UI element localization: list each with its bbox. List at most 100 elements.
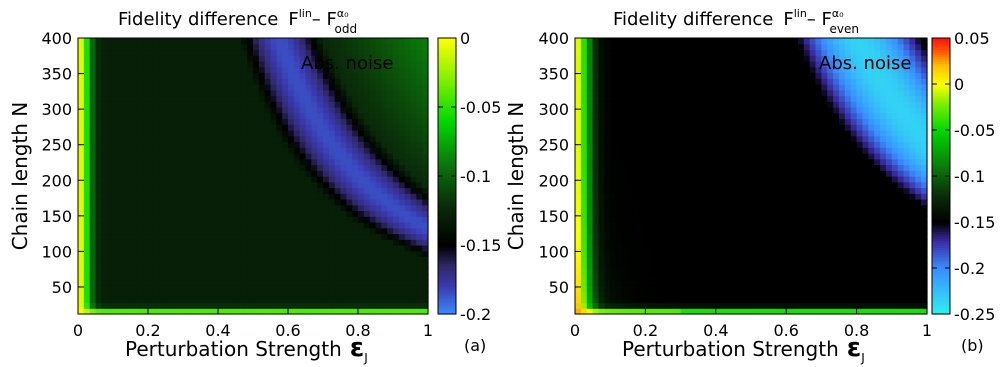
heatmap-cell <box>422 130 429 137</box>
heatmap-cell <box>621 43 629 51</box>
heatmap-cell <box>229 49 237 56</box>
heatmap-cell <box>253 245 260 252</box>
heatmap-cell <box>183 112 190 120</box>
heatmap-cell <box>130 302 137 309</box>
heatmap-cell <box>218 107 225 114</box>
heatmap-cell <box>218 199 225 206</box>
heatmap-cell <box>709 112 717 120</box>
heatmap-cell <box>387 199 394 206</box>
heatmap-cell <box>698 193 705 200</box>
heatmap-cell <box>352 210 359 217</box>
heatmap-cell <box>674 124 682 131</box>
heatmap-cell <box>171 291 178 298</box>
heatmap-cell <box>768 49 776 56</box>
colorbar-cell <box>438 111 456 115</box>
heatmap-cell <box>241 135 248 143</box>
heatmap-cell <box>258 216 266 223</box>
heatmap-cell <box>803 199 811 206</box>
heatmap-cell <box>639 308 646 315</box>
heatmap-cell <box>305 72 312 79</box>
heatmap-cell <box>171 285 178 292</box>
heatmap-cell <box>358 164 365 171</box>
heatmap-cell <box>680 55 688 62</box>
heatmap-cell <box>792 147 799 154</box>
heatmap-cell <box>398 193 406 200</box>
heatmap-cell <box>183 308 190 315</box>
heatmap-cell <box>657 296 664 304</box>
heatmap-cell <box>797 176 805 183</box>
heatmap-cell <box>774 153 781 160</box>
heatmap-cell <box>293 176 301 183</box>
heatmap-cell <box>745 147 752 154</box>
heatmap-cell <box>797 124 805 131</box>
heatmap-cell <box>657 222 664 229</box>
heatmap-cell <box>352 176 359 183</box>
heatmap-cell <box>598 273 605 281</box>
heatmap-cell <box>264 170 272 177</box>
heatmap-cell <box>674 164 682 171</box>
heatmap-cell <box>786 239 793 246</box>
heatmap-cell <box>369 268 377 275</box>
heatmap-cell <box>680 95 688 102</box>
heatmap-cell <box>200 227 207 235</box>
heatmap-cell <box>721 279 729 286</box>
heatmap-cell <box>363 204 371 212</box>
colorbar-cell <box>438 224 456 228</box>
heatmap-cell <box>124 43 132 51</box>
heatmap-cell <box>598 308 605 315</box>
heatmap-cell <box>183 118 190 125</box>
heatmap-cell <box>153 250 161 258</box>
heatmap-cell <box>247 147 254 154</box>
heatmap-cell <box>598 245 605 252</box>
heatmap-cell <box>83 78 91 85</box>
heatmap-cell <box>171 43 178 51</box>
colorbar-cell <box>438 63 456 67</box>
heatmap-cell <box>293 135 301 143</box>
heatmap-cell <box>704 250 711 258</box>
heatmap-cell <box>340 78 347 85</box>
heatmap-cell <box>610 233 617 240</box>
heatmap-cell <box>78 55 85 62</box>
heatmap-cell <box>340 308 347 315</box>
heatmap-cell <box>130 49 137 56</box>
heatmap-cell <box>188 193 196 200</box>
heatmap-cell <box>580 239 588 246</box>
heatmap-cell <box>621 222 629 229</box>
heatmap-cell <box>709 38 717 45</box>
heatmap-cell <box>797 101 805 108</box>
heatmap-cell <box>756 55 764 62</box>
heatmap-cell <box>346 124 353 131</box>
heatmap-cell <box>727 49 734 56</box>
heatmap-cell <box>311 61 318 68</box>
heatmap-cell <box>253 141 260 148</box>
heatmap-cell <box>95 176 102 183</box>
heatmap-cell <box>756 233 764 240</box>
heatmap-cell <box>663 84 670 91</box>
heatmap-cell <box>657 308 664 315</box>
heatmap-cell <box>639 78 646 85</box>
heatmap-cell <box>633 233 641 240</box>
heatmap-cell <box>586 135 594 143</box>
heatmap-cell <box>410 55 417 62</box>
heatmap-cell <box>352 216 359 223</box>
heatmap-cell <box>177 61 184 68</box>
heatmap-cell <box>621 193 629 200</box>
heatmap-cell <box>592 222 600 229</box>
heatmap-cell <box>369 78 377 85</box>
heatmap-cell <box>381 118 388 125</box>
heatmap-cell <box>264 164 272 171</box>
heatmap-cell <box>288 285 295 292</box>
heatmap-cell <box>258 107 266 114</box>
heatmap-cell <box>598 296 605 304</box>
heatmap-cell <box>130 222 137 229</box>
heatmap-cell <box>387 72 394 79</box>
heatmap-cell <box>721 147 729 154</box>
heatmap-cell <box>404 291 412 298</box>
heatmap-cell <box>358 72 365 79</box>
heatmap-cell <box>762 262 770 269</box>
heatmap-cell <box>282 291 289 298</box>
heatmap-cell <box>739 147 746 154</box>
heatmap-cell <box>416 89 423 97</box>
heatmap-cell <box>692 38 699 45</box>
heatmap-cell <box>680 158 688 166</box>
